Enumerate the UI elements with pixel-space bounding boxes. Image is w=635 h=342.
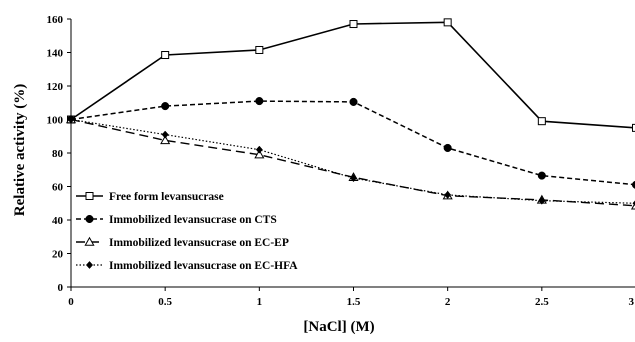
- y-tick-label: 80: [52, 148, 64, 160]
- data-point: [631, 180, 635, 189]
- series-line: [70, 21, 635, 129]
- data-point: [255, 145, 263, 154]
- x-tick-label: 3: [629, 296, 635, 308]
- series-1: [67, 18, 635, 132]
- x-tick-label: 0: [68, 296, 74, 308]
- data-point: [161, 102, 170, 111]
- data-point: [160, 135, 171, 145]
- data-point: [349, 174, 358, 183]
- series-2: [66, 97, 635, 189]
- data-point: [538, 196, 546, 205]
- legend-item: Free form levansucrase: [76, 191, 224, 203]
- x-tick-label: 0.5: [158, 296, 172, 308]
- legend-label: Immobilized levansucrase on EC-HFA: [109, 260, 298, 272]
- y-tick-label: 120: [47, 81, 64, 93]
- data-point: [349, 97, 358, 106]
- y-axis-title: Relative activity (%): [12, 84, 28, 216]
- data-point: [443, 18, 452, 27]
- legend-marker: [85, 214, 94, 224]
- data-point: [255, 45, 264, 54]
- data-point: [444, 190, 452, 199]
- y-tick-label: 0: [58, 282, 64, 294]
- data-point: [255, 97, 264, 106]
- data-point: [67, 115, 75, 124]
- data-point: [161, 130, 169, 139]
- legend-marker: [84, 236, 95, 246]
- y-tick-label: 160: [47, 14, 64, 26]
- legend-label: Free form levansucrase: [109, 191, 224, 203]
- axes: 0 20 40 60 80 100 120 140 160 0 0.5 1 1.5 2 2.5 3: [47, 14, 635, 308]
- legend: Free form levansucrase Immobilized levans…: [76, 191, 298, 272]
- legend-item: Immobilized levansucrase on CTS: [76, 214, 277, 226]
- x-tick-label: 1.5: [347, 296, 361, 308]
- series-line: [70, 100, 635, 186]
- y-tick-label: 40: [52, 215, 64, 227]
- data-point: [632, 123, 635, 132]
- data-point: [632, 200, 635, 207]
- y-tick-label: 100: [47, 115, 64, 127]
- legend-label: Immobilized levansucrase on EC-EP: [109, 237, 289, 249]
- x-tick-label: 1: [257, 296, 263, 308]
- x-tick-label: 2.5: [535, 296, 549, 308]
- data-point: [349, 20, 358, 29]
- legend-marker: [85, 261, 94, 269]
- series-4: [67, 115, 635, 207]
- data-point: [537, 117, 546, 126]
- data-point: [537, 171, 546, 180]
- y-tick-label: 140: [47, 48, 64, 60]
- y-tick-label: 60: [52, 182, 64, 194]
- data-point: [161, 51, 170, 60]
- data-point: [254, 149, 265, 159]
- x-axis-title: [NaCl] (M): [303, 319, 374, 335]
- x-tick-label: 2: [445, 296, 451, 308]
- legend-marker: [85, 192, 94, 200]
- legend-item: Immobilized levansucrase on EC-EP: [76, 236, 289, 249]
- data-point: [443, 143, 452, 153]
- y-tick-label: 20: [52, 249, 64, 261]
- legend-item: Immobilized levansucrase on EC-HFA: [76, 260, 298, 272]
- legend-label: Immobilized levansucrase on CTS: [109, 214, 277, 226]
- plot-area: [65, 18, 635, 210]
